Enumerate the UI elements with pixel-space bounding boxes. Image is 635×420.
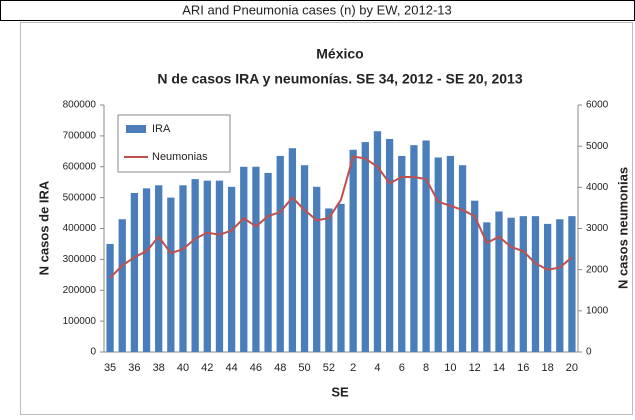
bar [264,172,272,352]
bar [106,243,114,352]
bar [179,185,187,352]
bar [519,216,527,352]
bar [337,203,345,352]
x-tick-label: 35 [104,362,116,374]
legend-label: Neumonias [152,151,208,163]
y2-axis-title: N casos neumonias [615,167,630,289]
bar [507,217,515,352]
bar [422,140,430,352]
bar [118,219,126,352]
x-tick-label: 14 [493,362,505,374]
bar [531,216,540,352]
bar [191,179,199,352]
line [109,155,573,279]
x-tick-label: 12 [469,362,481,374]
bar [361,142,369,352]
x-tick-label: 46 [250,362,262,374]
x-tick-label: 20 [566,362,578,374]
bar [203,180,211,352]
y2-tick-label: 4000 [586,182,609,193]
bar [434,157,442,352]
chart-title: México [316,46,363,62]
x-tick-label: 36 [128,362,140,374]
bar [325,208,333,352]
header: ARI and Pneumonia cases (n) by EW, 2012-… [182,2,452,17]
bar [543,223,552,352]
y-tick-label: 200000 [63,285,97,296]
bar [215,180,224,352]
bar [458,165,467,352]
x-tick-label: 10 [444,362,456,374]
bar [288,148,297,352]
bar [483,222,491,352]
x-tick-label: 40 [177,362,189,374]
x-tick-label: 8 [423,362,429,374]
bar [240,166,248,352]
bar [276,155,284,352]
y-tick-label: 300000 [63,254,97,265]
y2-tick-label: 6000 [586,100,609,111]
bar [398,155,406,352]
y-tick-label: 700000 [63,131,97,142]
bar [167,197,175,352]
legend-label: IRA [152,123,171,135]
x-tick-label: 6 [399,362,405,374]
y2-tick-label: 3000 [586,223,609,234]
y-tick-label: 600000 [63,161,97,172]
bar [410,145,418,352]
x-tick-label: 48 [274,362,286,374]
y-tick-label: 800000 [63,100,97,111]
x-tick-label: 16 [517,362,529,374]
bar [300,165,309,352]
y-tick-label: 400000 [63,223,97,234]
x-tick-label: 2 [350,362,356,374]
chart-subtitle: N de casos IRA y neumonías. SE 34, 2012 … [157,71,522,87]
legend-box [117,114,231,173]
y2-tick-label: 0 [586,347,592,358]
bar [227,186,236,352]
bar [313,186,321,352]
bar [252,166,260,352]
bar [471,200,479,352]
x-tick-label: 18 [541,362,553,374]
y-tick-label: 500000 [63,192,97,203]
bar [142,188,151,352]
bar [130,192,139,352]
bar [385,138,394,352]
bar [568,216,576,352]
bar [495,211,503,352]
x-tick-label: 52 [323,362,335,374]
legend-swatch [126,125,146,133]
x-tick-label: 42 [201,362,213,374]
x-axis-title: SE [331,384,349,399]
bar [373,131,382,352]
y-tick-label: 100000 [63,316,97,327]
y2-tick-label: 2000 [586,264,609,275]
x-tick-label: 44 [225,362,237,374]
y-axis-title: N casos de IRA [36,180,51,275]
y2-tick-label: 1000 [586,305,609,316]
y2-tick-label: 5000 [586,141,609,152]
bar [349,149,357,352]
bar [155,185,163,352]
x-tick-label: 4 [374,362,380,374]
bar [446,155,455,352]
x-tick-label: 38 [153,362,165,374]
y-tick-label: 0 [90,347,96,358]
x-tick-label: 50 [298,362,310,374]
bar [556,219,564,352]
